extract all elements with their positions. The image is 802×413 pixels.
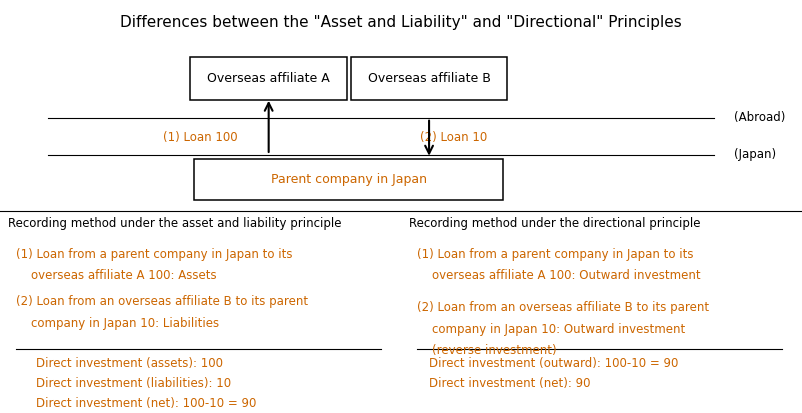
Text: overseas affiliate A 100: Assets: overseas affiliate A 100: Assets — [16, 269, 217, 282]
Text: (2) Loan from an overseas affiliate B to its parent: (2) Loan from an overseas affiliate B to… — [16, 295, 308, 308]
Text: (1) Loan 100: (1) Loan 100 — [163, 131, 238, 144]
Text: company in Japan 10: Outward investment: company in Japan 10: Outward investment — [417, 323, 685, 336]
Text: (2) Loan from an overseas affiliate B to its parent: (2) Loan from an overseas affiliate B to… — [417, 301, 709, 314]
Text: (1) Loan from a parent company in Japan to its: (1) Loan from a parent company in Japan … — [16, 248, 293, 261]
Text: (Japan): (Japan) — [734, 148, 776, 161]
FancyBboxPatch shape — [191, 57, 346, 100]
Text: Recording method under the directional principle: Recording method under the directional p… — [409, 217, 700, 230]
Text: (1) Loan from a parent company in Japan to its: (1) Loan from a parent company in Japan … — [417, 248, 694, 261]
Text: Direct investment (liabilities): 10: Direct investment (liabilities): 10 — [36, 377, 231, 390]
Text: Recording method under the asset and liability principle: Recording method under the asset and lia… — [8, 217, 342, 230]
Text: Overseas affiliate B: Overseas affiliate B — [367, 72, 491, 85]
Text: (2) Loan 10: (2) Loan 10 — [419, 131, 487, 144]
Text: Direct investment (net): 90: Direct investment (net): 90 — [429, 377, 590, 390]
Text: (reverse investment): (reverse investment) — [417, 344, 557, 357]
Text: Direct investment (outward): 100-10 = 90: Direct investment (outward): 100-10 = 90 — [429, 357, 678, 370]
Text: (Abroad): (Abroad) — [734, 111, 785, 124]
Text: Differences between the "Asset and Liability" and "Directional" Principles: Differences between the "Asset and Liabi… — [120, 15, 682, 30]
FancyBboxPatch shape — [351, 57, 508, 100]
Text: Parent company in Japan: Parent company in Japan — [271, 173, 427, 186]
Text: company in Japan 10: Liabilities: company in Japan 10: Liabilities — [16, 317, 219, 330]
Text: Overseas affiliate A: Overseas affiliate A — [207, 72, 330, 85]
Text: Direct investment (assets): 100: Direct investment (assets): 100 — [36, 357, 223, 370]
Text: Direct investment (net): 100-10 = 90: Direct investment (net): 100-10 = 90 — [36, 397, 257, 410]
FancyBboxPatch shape — [194, 159, 504, 200]
Text: overseas affiliate A 100: Outward investment: overseas affiliate A 100: Outward invest… — [417, 269, 701, 282]
